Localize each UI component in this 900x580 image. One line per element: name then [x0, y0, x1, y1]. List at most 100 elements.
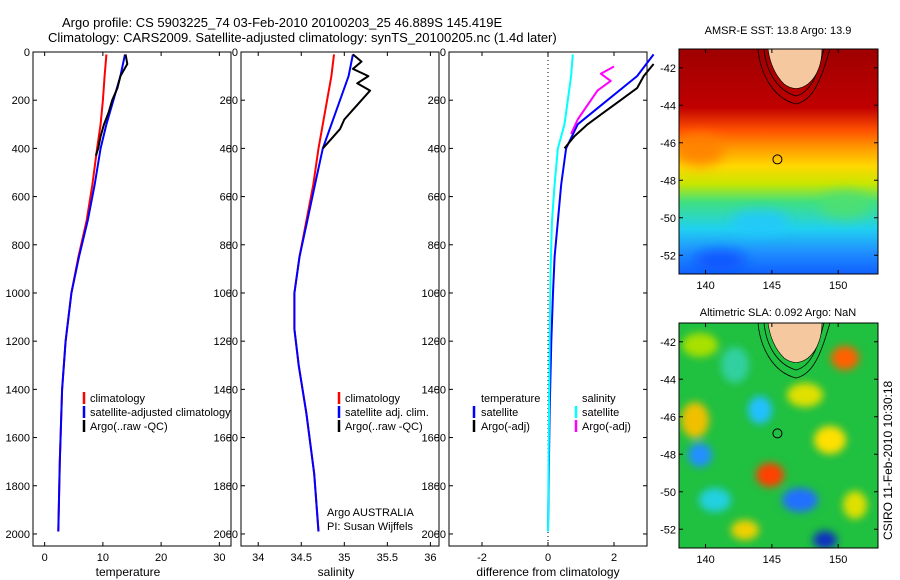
xtick-label: 145: [763, 554, 781, 566]
header-line-2: Climatology: CARS2009. Satellite-adjuste…: [48, 30, 557, 45]
ytick-label: 1400: [214, 384, 238, 396]
salinity-lines: [293, 53, 372, 532]
sla-anomaly: [787, 383, 823, 407]
xtick-label: 0: [42, 552, 48, 564]
salinity-yticks: 0 200 400 600 800 1000 1200 1400 1600 1800 2000: [214, 47, 439, 541]
temperature-yticks: 0 200 400 600 800 1000 1200 1400 1600 1800 2000: [6, 47, 231, 541]
sla-anomaly: [681, 402, 709, 438]
ytick-label: 200: [12, 95, 30, 107]
sst-green-patch: [819, 191, 871, 219]
difference-lines: [547, 53, 655, 532]
xtick-label: 150: [829, 554, 847, 566]
ytick-label: 200: [220, 95, 238, 107]
salinity-xlabel: salinity: [318, 565, 355, 579]
ytick-label: 1600: [214, 433, 238, 445]
ytick-label: 1000: [422, 288, 446, 300]
ytick-label: 1800: [6, 481, 30, 493]
sst-warm-patch: [679, 134, 724, 166]
xtick-label: 0: [545, 552, 551, 564]
salinity-panel: 0 200 400 600 800 1000 1200 1400 1600 1800 2000 34…: [214, 47, 440, 579]
salinity-xticks: 34 34.5 35 35.5 36: [252, 52, 437, 564]
ytick-label: 2000: [6, 529, 30, 541]
ytick-label: 800: [428, 240, 446, 252]
ytick-label: 1200: [422, 336, 446, 348]
sla-map-frame: [678, 322, 879, 549]
ytick-label: 1400: [6, 384, 30, 396]
sla-anomaly: [682, 333, 718, 357]
ytick-label: -48: [660, 175, 676, 187]
xtick-label: 36: [424, 552, 436, 564]
ytick-label: 800: [220, 240, 238, 252]
salinity-axes: [240, 51, 440, 547]
sst-deep-patch: [694, 250, 746, 270]
series-line-salinity-satellite: [547, 54, 574, 532]
ytick-label: 400: [428, 143, 446, 155]
salinity-legend[interactable]: climatology satellite adj. clim. Argo(..…: [337, 392, 429, 433]
ytick-label: 0: [24, 47, 30, 59]
ytick-label: 0: [232, 47, 238, 59]
xtick-label: 150: [829, 280, 847, 292]
ytick-label: 2000: [422, 529, 446, 541]
series-line-satellite-adj-clim: [293, 54, 354, 532]
sla-anomaly: [731, 520, 759, 540]
xtick-label: 34: [252, 552, 264, 564]
series-line-argo-raw-qc: [322, 53, 372, 150]
sla-anomaly: [831, 346, 859, 370]
ytick-label: 1000: [214, 288, 238, 300]
xtick-label: 2: [611, 552, 617, 564]
ytick-label: 0: [440, 47, 446, 59]
legend-heading-temperature: temperature: [481, 393, 540, 405]
ytick-label: -50: [660, 487, 676, 499]
argo-position-marker: [772, 154, 783, 165]
csiro-timestamp: CSIRO 11-Feb-2010 10:30:18: [881, 380, 895, 540]
series-line-salinity-argo-adj: [570, 65, 615, 135]
sst-map-xticks: 140 145 150: [696, 49, 847, 292]
argo-float-circle: [772, 428, 783, 439]
difference-yticks: 0 200 400 600 800 1000 1200 1400 1600 1800 2000: [422, 47, 647, 541]
legend-label-satellite: satellite adj. clim.: [345, 407, 429, 419]
ytick-label: 400: [12, 143, 30, 155]
xtick-label: 30: [213, 552, 225, 564]
xtick-label: 140: [696, 554, 714, 566]
series-line-argo-raw-qc: [94, 54, 129, 156]
ytick-label: 800: [12, 240, 30, 252]
sla-anomaly: [721, 347, 749, 383]
ytick-label: 400: [220, 143, 238, 155]
xtick-label: 20: [155, 552, 167, 564]
ytick-label: -44: [660, 374, 676, 386]
sst-map-panel: AMSR-E SST: 13.8 Argo: 13.9 -42 -44 -46 -48…: [660, 25, 879, 292]
temperature-xlabel: temperature: [96, 565, 161, 579]
sla-map-title: Altimetric SLA: 0.092 Argo: NaN: [700, 307, 857, 319]
sst-map-yticks: -42 -44 -46 -48 -50 -52: [660, 63, 878, 262]
ytick-label: -42: [660, 337, 676, 349]
ytick-label: 600: [428, 192, 446, 204]
ytick-label: -48: [660, 449, 676, 461]
sla-anomaly: [813, 531, 837, 548]
xtick-label: 34.5: [291, 552, 312, 564]
difference-legend[interactable]: temperature satellite Argo(-adj) salinit…: [472, 393, 631, 433]
ytick-label: 1400: [422, 384, 446, 396]
xtick-label: 10: [97, 552, 109, 564]
ytick-label: 600: [220, 192, 238, 204]
ytick-label: -52: [660, 524, 676, 536]
legend-label-climatology: climatology: [345, 393, 401, 405]
legend-label-temp-argo: Argo(-adj): [481, 421, 530, 433]
ytick-label: 1800: [214, 481, 238, 493]
difference-xlabel: difference from climatology: [476, 565, 619, 579]
tasmania-land: [767, 49, 823, 89]
legend-label-climatology: climatology: [90, 393, 146, 405]
difference-xticks: -2 0 2: [477, 52, 617, 564]
ytick-label: 1200: [214, 336, 238, 348]
sst-cool-patch: [730, 210, 790, 234]
ytick-label: -44: [660, 100, 676, 112]
temperature-legend[interactable]: climatology satellite-adjusted climatolo…: [82, 392, 231, 433]
sla-map-yticks: -42 -44 -46 -48 -50 -52: [660, 337, 878, 536]
sla-map-panel: Altimetric SLA: 0.092 Argo: NaN: [660, 307, 879, 566]
xtick-label: 35.5: [377, 552, 398, 564]
temperature-lines: [57, 54, 129, 532]
sla-anomaly: [699, 488, 731, 512]
temperature-axes: [32, 51, 232, 547]
sst-map-title: AMSR-E SST: 13.8 Argo: 13.9: [705, 25, 852, 37]
xtick-label: 145: [763, 280, 781, 292]
